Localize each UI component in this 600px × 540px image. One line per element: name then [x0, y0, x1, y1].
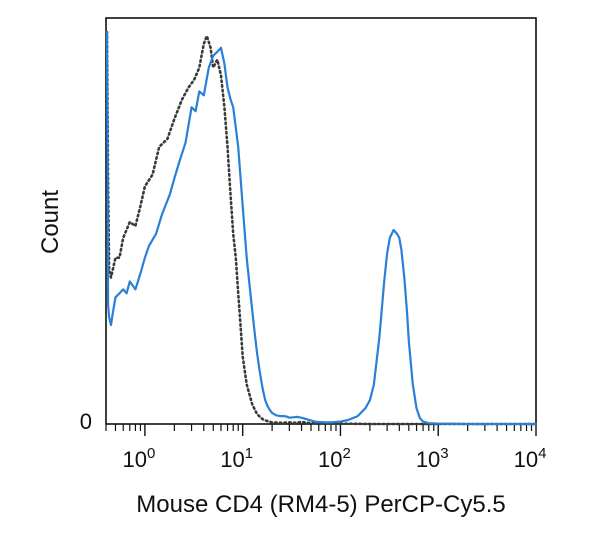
stained-histogram-line [105, 30, 538, 426]
x-tick-label-1: 101 [220, 445, 253, 472]
y-tick-label-0: 0 [80, 409, 92, 434]
control-histogram-line [105, 30, 538, 426]
plot-frame [105, 17, 537, 425]
series-layer [105, 30, 538, 426]
x-tick-label-0: 100 [122, 445, 155, 472]
x-major-ticks [144, 424, 537, 436]
x-axis-title: Mouse CD4 (RM4-5) PerCP-Cy5.5 [136, 491, 505, 518]
x-tick-label-4: 104 [514, 445, 547, 472]
x-tick-label-3: 103 [416, 445, 449, 472]
x-tick-labels: 100 101 102 103 104 [122, 445, 546, 472]
y-axis-title: Count [37, 190, 64, 254]
x-tick-label-2: 102 [318, 445, 351, 472]
x-minor-ticks [105, 424, 533, 431]
